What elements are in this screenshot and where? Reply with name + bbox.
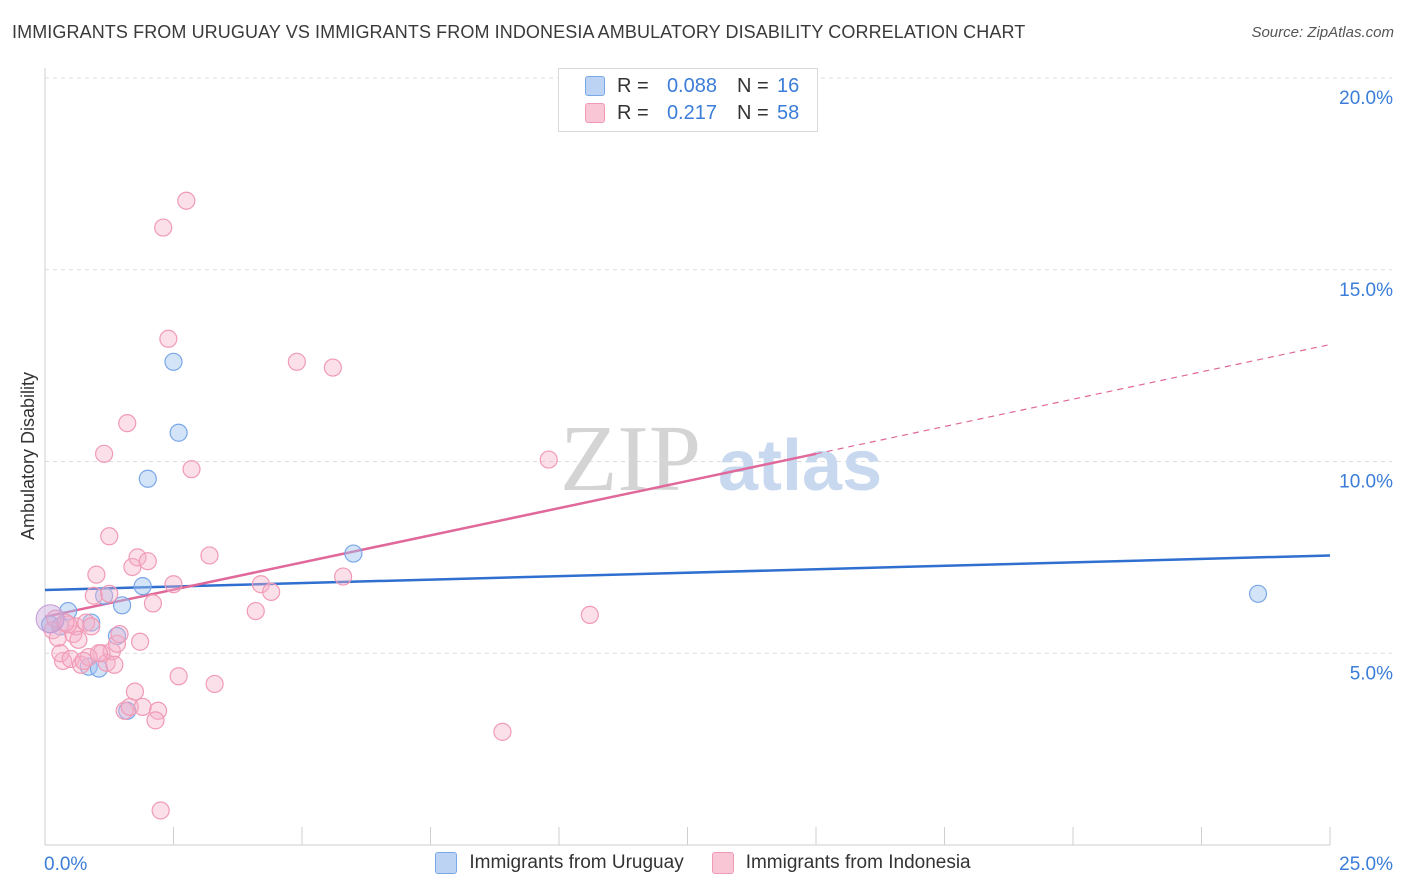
point-indonesia <box>118 414 137 433</box>
legend-n-label: N = <box>737 74 769 97</box>
point-indonesia <box>48 628 67 648</box>
watermark-atlas: atlas <box>718 426 882 506</box>
point-indonesia <box>580 605 599 625</box>
legend-r-label: R = <box>617 74 649 97</box>
legend-n-value: 58 <box>777 101 800 124</box>
x-tick-label: 0.0% <box>44 854 87 875</box>
legend-box: R = 0.088 N = 16 R = 0.217 N = 58 <box>558 68 818 132</box>
point-uruguay <box>82 613 101 632</box>
watermark-zip: ZIP <box>560 407 701 511</box>
point-indonesia <box>100 584 119 603</box>
bottom-legend-label-uruguay: Immigrants from Uruguay <box>469 852 684 873</box>
tick-labels: 5.0% 10.0% 15.0% 20.0% 0.0% 25.0% <box>44 88 1393 875</box>
legend-r-label: R = <box>617 101 649 124</box>
y-axis-label: Ambulatory Disability <box>18 372 38 540</box>
point-indonesia <box>51 644 70 663</box>
data-points <box>35 191 1268 820</box>
legend-n-value: 16 <box>777 74 800 97</box>
point-indonesia <box>334 567 353 586</box>
point-indonesia <box>87 565 106 584</box>
bottom-legend-indonesia: Immigrants from Indonesia <box>711 852 971 874</box>
bottom-legend-label-indonesia: Immigrants from Indonesia <box>745 852 971 873</box>
x-tick-label: 25.0% <box>1339 854 1393 875</box>
chart-title: IMMIGRANTS FROM URUGUAY VS IMMIGRANTS FR… <box>12 22 1026 42</box>
axes <box>44 68 1331 846</box>
point-indonesia <box>133 697 152 717</box>
point-indonesia <box>82 617 101 636</box>
bottom-legend-uruguay: Immigrants from Uruguay <box>435 852 684 874</box>
trend-line-indonesia <box>44 452 817 619</box>
point-indonesia <box>138 552 157 571</box>
point-uruguay <box>164 352 183 371</box>
legend-row-uruguay: R = 0.088 N = 16 <box>585 73 799 99</box>
point-indonesia <box>205 674 224 694</box>
point-uruguay <box>1248 584 1268 603</box>
point-indonesia <box>125 682 145 701</box>
point-indonesia <box>84 586 103 605</box>
point-indonesia <box>105 655 124 674</box>
point-indonesia <box>539 450 558 469</box>
point-indonesia <box>89 644 109 663</box>
point-uruguay <box>169 423 188 442</box>
point-indonesia <box>177 191 196 210</box>
point-indonesia <box>493 722 512 741</box>
point-indonesia <box>151 801 170 820</box>
point-indonesia <box>159 329 178 348</box>
point-uruguay <box>344 544 363 563</box>
point-indonesia <box>182 460 201 479</box>
trend-line-uruguay <box>44 554 1331 592</box>
point-indonesia <box>246 601 265 621</box>
point-uruguay <box>133 577 152 596</box>
point-indonesia <box>169 667 188 686</box>
bottom-legend: Immigrants from Uruguay Immigrants from … <box>0 852 1406 874</box>
y-tick-label: 10.0% <box>1339 472 1393 493</box>
grid-lines <box>45 77 1392 654</box>
y-tick-label: 15.0% <box>1339 280 1393 301</box>
point-indonesia <box>200 546 219 565</box>
point-uruguay <box>112 596 132 615</box>
legend-swatch-uruguay <box>585 76 605 96</box>
y-tick-label: 5.0% <box>1350 663 1393 684</box>
point-uruguay <box>138 469 157 488</box>
y-tick-label: 20.0% <box>1339 88 1393 109</box>
point-indonesia <box>100 527 119 546</box>
point-indonesia <box>251 575 270 594</box>
point-indonesia <box>69 630 88 649</box>
legend-row-indonesia: R = 0.217 N = 58 <box>585 100 799 126</box>
point-indonesia <box>95 444 114 463</box>
point-indonesia <box>143 594 163 613</box>
point-indonesia <box>287 352 306 371</box>
legend-r-value: 0.217 <box>666 101 717 124</box>
point-indonesia <box>74 651 93 671</box>
point-indonesia <box>128 548 147 567</box>
trend-extension-indonesia <box>815 343 1331 455</box>
point-indonesia <box>164 575 183 594</box>
point-cluster <box>35 604 65 634</box>
bottom-legend-swatch-uruguay <box>435 852 458 874</box>
legend-r-value: 0.088 <box>666 74 717 97</box>
legend-swatch-indonesia <box>585 103 605 123</box>
point-indonesia <box>146 711 165 730</box>
point-indonesia <box>110 624 129 644</box>
legend-n-label: N = <box>737 101 769 124</box>
point-indonesia <box>262 582 281 601</box>
point-indonesia <box>130 632 150 651</box>
trend-lines <box>44 343 1331 619</box>
source-label: Source: ZipAtlas.com <box>1251 24 1394 41</box>
bottom-legend-swatch-indonesia <box>711 852 734 874</box>
point-indonesia <box>154 218 173 237</box>
point-indonesia <box>323 358 342 377</box>
